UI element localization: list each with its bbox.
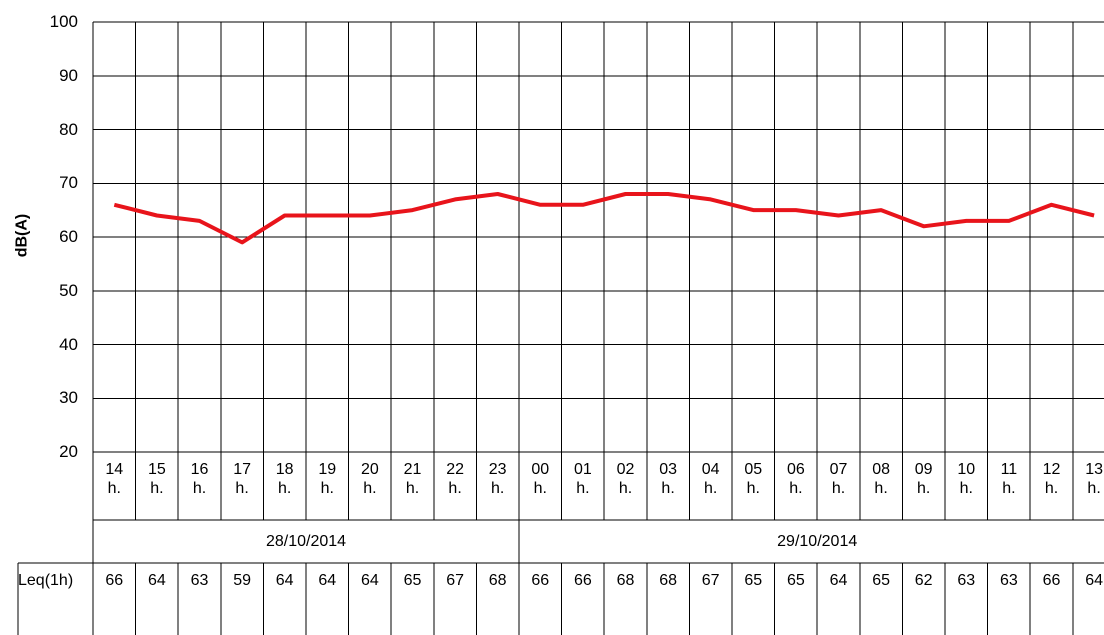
value-label: 66	[531, 572, 550, 589]
value-label: 68	[488, 572, 507, 589]
x-tick-label: 01 h.	[573, 461, 592, 497]
x-tick-label: 08 h.	[872, 461, 890, 497]
value-label: 67	[446, 572, 464, 589]
value-label: 64	[1085, 572, 1103, 589]
y-tick-label: 80	[59, 119, 78, 139]
value-label: 59	[233, 572, 251, 589]
y-tick-label: 100	[49, 12, 78, 31]
value-label: 65	[744, 572, 763, 589]
y-tick-label: 40	[59, 334, 78, 354]
value-label: 63	[999, 572, 1018, 589]
y-tick-label: 20	[59, 442, 78, 461]
x-tick-label: 21 h.	[403, 461, 422, 497]
x-tick-label: 02 h.	[616, 461, 635, 497]
value-label: 68	[616, 572, 635, 589]
x-tick-label: 22 h.	[446, 461, 464, 497]
x-tick-label: 05 h.	[744, 461, 763, 497]
x-tick-label: 23 h.	[488, 461, 507, 497]
x-tick-label: 06 h.	[786, 461, 805, 497]
value-label: 63	[957, 572, 976, 589]
value-label: 64	[318, 572, 337, 589]
x-tick-label: 15 h.	[147, 461, 166, 497]
x-tick-label: 20 h.	[360, 461, 379, 497]
x-tick-label: 09 h.	[914, 461, 933, 497]
value-label: 68	[659, 572, 677, 589]
value-label: 66	[105, 572, 124, 589]
x-tick-label: 07 h.	[829, 461, 848, 497]
value-label: 62	[914, 572, 933, 589]
x-tick-label: 12 h.	[1042, 461, 1061, 497]
y-tick-label: 50	[59, 280, 78, 300]
x-tick-label: 19 h.	[318, 461, 337, 497]
value-label: 65	[786, 572, 805, 589]
x-tick-label: 04 h.	[701, 461, 720, 497]
value-label: 65	[403, 572, 422, 589]
date-label: 28/10/2014	[265, 533, 347, 550]
x-tick-label: 17 h.	[233, 461, 251, 497]
x-tick-label: 10 h.	[957, 461, 976, 497]
value-label: 64	[829, 572, 848, 589]
date-label: 29/10/2014	[777, 533, 858, 550]
x-tick-label: 00 h.	[531, 461, 550, 497]
x-tick-label: 11 h.	[1000, 461, 1018, 497]
value-label: 64	[147, 572, 166, 589]
x-tick-label: 16 h.	[190, 461, 209, 497]
x-tick-label: 18 h.	[275, 461, 294, 497]
y-tick-label: 90	[59, 65, 78, 85]
series-name: Leq(1h)	[18, 572, 74, 589]
value-label: 64	[275, 572, 294, 589]
series-line	[113, 192, 1095, 245]
value-label: 64	[360, 572, 379, 589]
value-label: 65	[872, 572, 890, 589]
value-label: 66	[1042, 572, 1061, 589]
y-tick-label: 30	[59, 388, 78, 408]
x-tick-label: 03 h.	[659, 461, 677, 497]
x-tick-label: 14 h.	[105, 461, 124, 497]
x-tick-label: 13 h.	[1085, 461, 1103, 497]
value-label: 66	[573, 572, 592, 589]
value-label: 63	[190, 572, 209, 589]
y-tick-label: 60	[59, 227, 78, 246]
y-axis-label: dB(A)	[13, 213, 31, 258]
value-label: 67	[701, 572, 720, 589]
y-tick-label: 70	[59, 173, 78, 193]
